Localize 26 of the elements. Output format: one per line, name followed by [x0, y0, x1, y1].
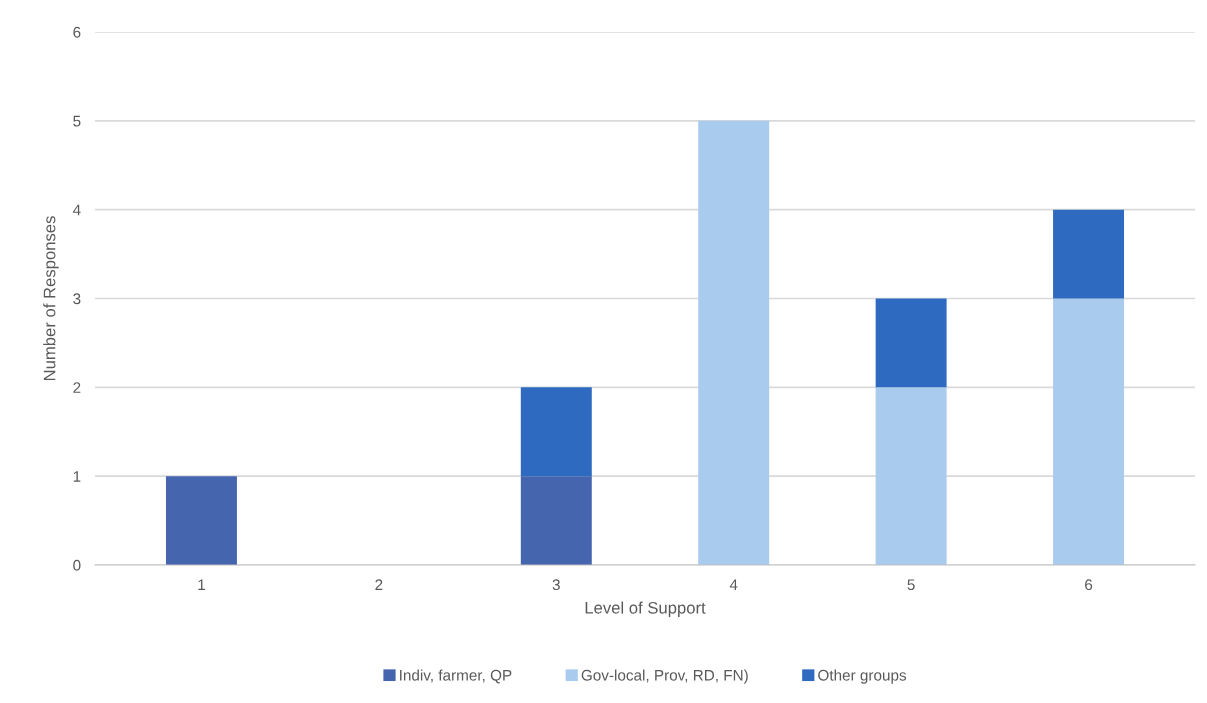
- y-tick-label: 2: [73, 382, 81, 393]
- y-tick-label: 6: [73, 26, 81, 38]
- x-tick-label: 6: [1085, 579, 1093, 591]
- legend-label: Other groups: [818, 669, 907, 684]
- legend-label: Gov-local, Prov, RD, FN): [581, 669, 748, 684]
- bar: [520, 476, 592, 565]
- bar: [875, 387, 947, 565]
- y-axis-title: Number of Responses: [43, 216, 59, 381]
- x-tick-label: 3: [552, 579, 560, 591]
- y-tick-label: 4: [72, 204, 81, 216]
- x-tick-label: 2: [375, 579, 383, 590]
- y-tick-label: 1: [73, 471, 81, 482]
- bar: [1053, 209, 1125, 299]
- legend-label: Indiv, farmer, QP: [400, 669, 512, 684]
- bar: [165, 476, 237, 565]
- bar: [698, 120, 770, 565]
- y-tick-label: 3: [73, 293, 81, 305]
- bar: [520, 387, 592, 477]
- bar: [1053, 298, 1125, 565]
- x-tick-label: 5: [907, 579, 915, 591]
- x-axis-title: Level of Support: [585, 601, 706, 617]
- x-tick-label: 1: [198, 579, 205, 590]
- y-tick-label: 0: [73, 559, 81, 571]
- x-tick-label: 4: [729, 579, 738, 590]
- bar: [875, 298, 947, 388]
- y-tick-label: 5: [73, 115, 81, 127]
